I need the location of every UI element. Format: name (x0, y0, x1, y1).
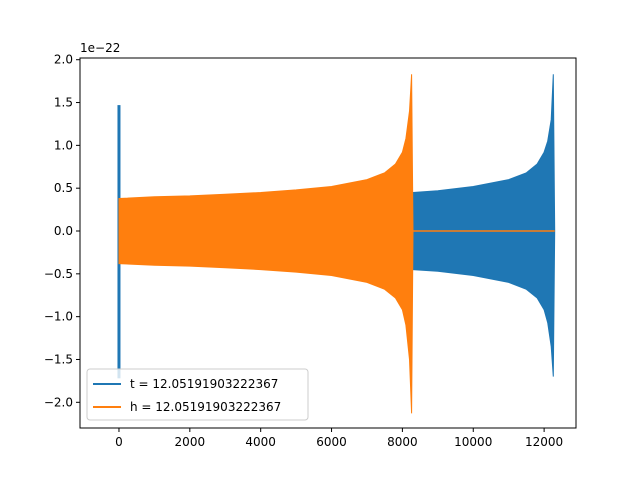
x-tick-label: 4000 (245, 435, 276, 449)
x-tick-label: 10000 (454, 435, 492, 449)
y-tick-label: 0.0 (54, 224, 73, 238)
y-tick-label: 2.0 (54, 53, 73, 67)
y-tick-label: 1.0 (54, 138, 73, 152)
y-axis: −2.0 −1.5 −1.0 −0.5 0.0 0.5 1.0 1.5 2.0 (44, 53, 80, 409)
y-tick-label: −0.5 (44, 267, 73, 281)
legend: t = 12.05191903222367 h = 12.05191903222… (86, 368, 309, 421)
x-tick-label: 12000 (525, 435, 563, 449)
y-tick-label: −1.0 (44, 310, 73, 324)
y-tick-label: −1.5 (44, 352, 73, 366)
legend-label-t: t = 12.05191903222367 (130, 377, 278, 391)
legend-label-h: h = 12.05191903222367 (130, 400, 281, 414)
y-tick-label: −2.0 (44, 395, 73, 409)
y-offset-label: 1e−22 (80, 41, 120, 55)
plot-area (117, 74, 556, 414)
x-tick-label: 0 (115, 435, 123, 449)
x-axis: 0 2000 4000 6000 8000 10000 12000 (115, 428, 563, 449)
y-tick-label: 1.5 (54, 96, 73, 110)
legend-box (86, 368, 309, 421)
x-tick-label: 8000 (387, 435, 418, 449)
y-tick-label: 0.5 (54, 181, 73, 195)
x-tick-label: 2000 (175, 435, 206, 449)
axes-frame (79, 57, 577, 429)
series-h-oscillation (118, 74, 414, 414)
series-t-oscillation (412, 74, 556, 377)
x-tick-label: 6000 (316, 435, 347, 449)
